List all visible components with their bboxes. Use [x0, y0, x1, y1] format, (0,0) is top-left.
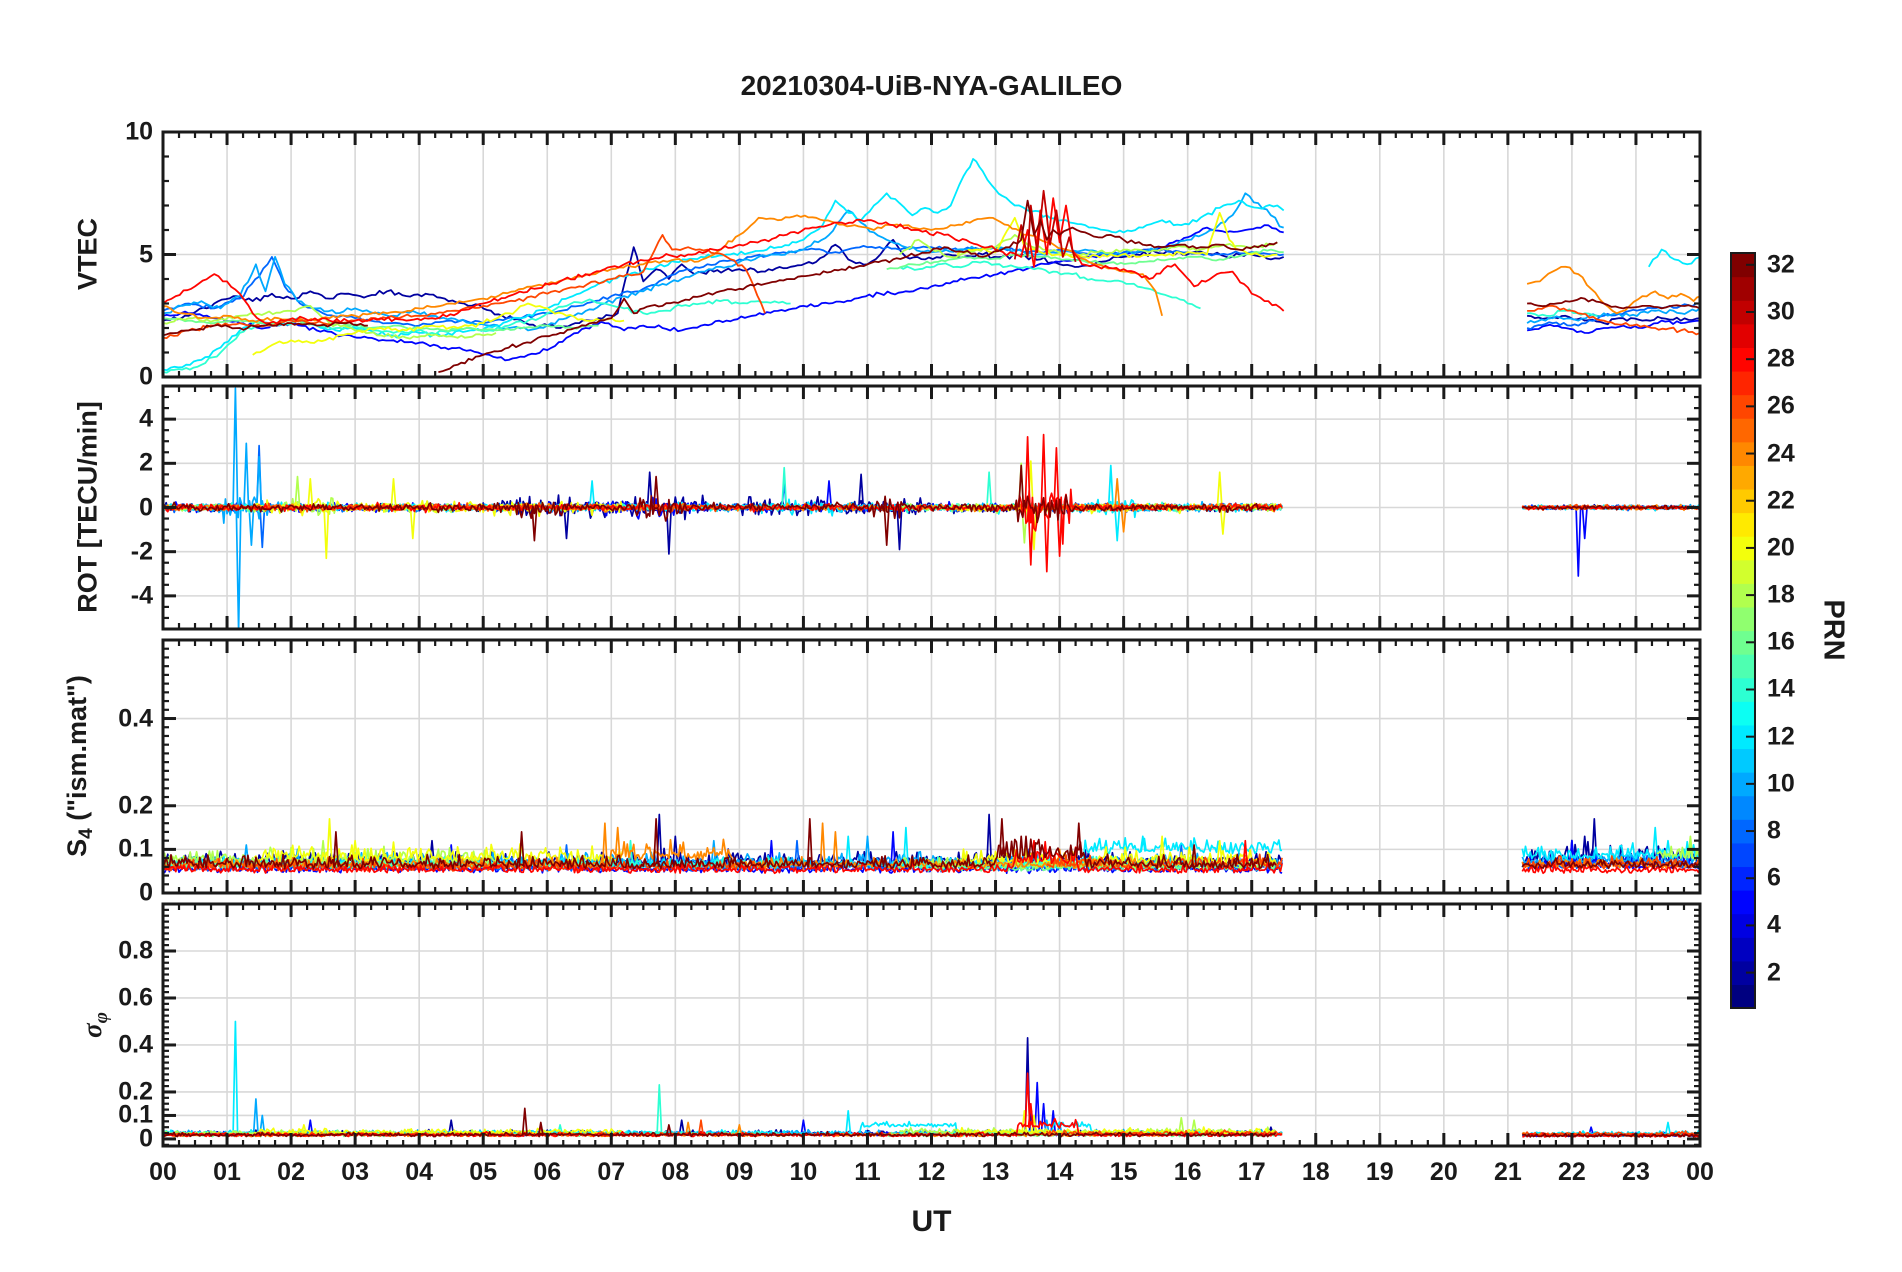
ylabel-s4: S4 ("ism.mat"): [62, 675, 98, 857]
xtick-10: 10: [789, 1158, 818, 1186]
colorbar-tick-2: 2: [1767, 958, 1781, 987]
series-prn-20: [253, 817, 1276, 866]
xtick-11: 11: [854, 1158, 881, 1186]
chart-title: 20210304-UiB-NYA-GALILEO: [740, 70, 1123, 101]
panel-border-vtec: [161, 130, 1702, 379]
ytick-vtec-0: 0: [139, 362, 153, 391]
colorbar-tick-28: 28: [1767, 344, 1795, 373]
ylabel-vtec: VTEC: [72, 217, 103, 291]
ylabel-s4-main: S: [61, 838, 92, 857]
series-prn-28: [164, 839, 1699, 875]
series-group-s4: [164, 813, 1699, 875]
xlabel-ut: UT: [911, 1205, 952, 1238]
series-prn-5: [164, 224, 1699, 362]
colorbar-tick-22: 22: [1767, 486, 1795, 515]
xtick-21: 21: [1493, 1158, 1522, 1186]
ticks-rot: [161, 384, 1702, 631]
xtick-1: 01: [213, 1158, 241, 1186]
ytick-rot--4: -4: [130, 581, 153, 610]
colorbar-tick-16: 16: [1767, 627, 1795, 656]
xtick-0: 00: [149, 1158, 177, 1186]
ytick-s4-0.4: 0.4: [118, 704, 153, 733]
xtick-16: 16: [1173, 1158, 1202, 1186]
ylabel-sigma-main: σ: [76, 1023, 107, 1038]
xtick-2: 02: [277, 1158, 305, 1186]
xtick-14: 14: [1045, 1158, 1074, 1186]
colorbar-tick-30: 30: [1767, 297, 1795, 326]
ytick-sigma_phi-0.8: 0.8: [118, 936, 153, 965]
ylabel-s4-sub: 4: [76, 828, 98, 839]
ytick-rot-4: 4: [139, 404, 153, 433]
colorbar-tick-4: 4: [1767, 910, 1781, 939]
series-prn-32: [164, 1107, 1699, 1138]
xtick-4: 04: [405, 1158, 434, 1186]
xtick-23: 23: [1622, 1158, 1650, 1186]
series-prn-32: [164, 817, 1699, 870]
xtick-24: 00: [1686, 1158, 1714, 1186]
series-group-vtec: [164, 158, 1699, 374]
xtick-17: 17: [1237, 1158, 1266, 1186]
colorbar-tick-20: 20: [1767, 533, 1795, 562]
xtick-20: 20: [1429, 1158, 1458, 1186]
xtick-8: 08: [661, 1158, 690, 1186]
colorbar-tick-26: 26: [1767, 391, 1795, 420]
colorbar-tick-14: 14: [1767, 674, 1795, 703]
ylabel-rot: ROT [TECU/min]: [72, 401, 103, 613]
series-group-sigma_phi: [164, 1020, 1699, 1138]
ytick-sigma_phi-0: 0: [139, 1124, 153, 1153]
xtick-12: 12: [917, 1158, 946, 1186]
grid-vtec: [163, 132, 1700, 377]
xtick-22: 22: [1558, 1158, 1586, 1186]
xtick-9: 09: [725, 1158, 754, 1186]
ytick-s4-0: 0: [139, 878, 153, 907]
xtick-5: 05: [469, 1158, 498, 1186]
series-prn-20: [253, 1109, 1277, 1136]
series-prn-30: [1013, 189, 1077, 263]
xtick-7: 07: [597, 1158, 626, 1186]
series-prn-32: [164, 199, 1699, 373]
ytick-rot--2: -2: [130, 537, 153, 566]
ytick-vtec-5: 5: [139, 240, 153, 268]
ytick-sigma_phi-0.2: 0.2: [118, 1077, 153, 1106]
panel-border-s4: [161, 638, 1702, 895]
series-group-rot: [164, 387, 1699, 628]
xtick-15: 15: [1109, 1158, 1138, 1186]
xtick-6: 06: [533, 1158, 562, 1186]
ylabel-sigma-sub: φ: [91, 1012, 113, 1024]
ytick-vtec-10: 10: [125, 117, 153, 146]
colorbar-tick-32: 32: [1767, 250, 1795, 279]
series-prn-32: [164, 464, 1699, 546]
series-prn-2: [164, 238, 1699, 329]
colorbar-tick-8: 8: [1767, 816, 1781, 845]
colorbar: [1730, 252, 1756, 1009]
ytick-rot-2: 2: [139, 448, 153, 477]
ytick-s4-0.1: 0.1: [118, 834, 153, 863]
xtick-13: 13: [981, 1158, 1010, 1186]
xtick-18: 18: [1301, 1158, 1330, 1186]
ylabel-s4-rest: ("ism.mat"): [61, 675, 92, 829]
ytick-rot-0: 0: [139, 493, 153, 521]
colorbar-tick-10: 10: [1767, 769, 1795, 798]
ytick-s4-0.2: 0.2: [118, 791, 153, 820]
ytick-sigma_phi-0.6: 0.6: [118, 983, 153, 1012]
grid-sigma_phi: [163, 904, 1700, 1146]
colorbar-tick-24: 24: [1767, 439, 1795, 468]
colorbar-tick-12: 12: [1767, 722, 1795, 751]
series-prn-28: [164, 197, 1285, 325]
ylabel-sigma-phi: σφ: [77, 1012, 113, 1038]
colorbar-tick-6: 6: [1767, 863, 1781, 892]
colorbar-label-prn: PRN: [1817, 599, 1850, 661]
panel-border-sigma_phi: [161, 902, 1702, 1148]
colorbar-border: [1730, 252, 1756, 1009]
panel-border-rot: [161, 384, 1702, 631]
ytick-sigma_phi-0.4: 0.4: [118, 1030, 153, 1059]
ytick-sigma_phi-0.1: 0.1: [118, 1100, 153, 1129]
xtick-3: 03: [341, 1158, 370, 1186]
series-prn-16: [164, 248, 1284, 333]
colorbar-tick-18: 18: [1767, 580, 1795, 609]
xtick-19: 19: [1365, 1158, 1394, 1186]
